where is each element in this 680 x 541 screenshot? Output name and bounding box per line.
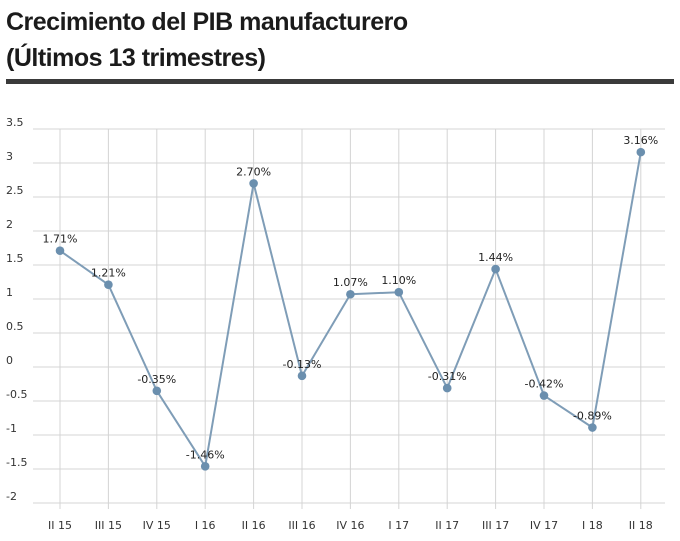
- y-tick-label: 3: [6, 150, 13, 163]
- x-tick-label: III 17: [482, 519, 509, 532]
- x-tick-label: II 15: [48, 519, 72, 532]
- data-point: [200, 461, 210, 471]
- data-point: [104, 280, 113, 290]
- data-label: 1.21%: [91, 267, 126, 280]
- y-tick-label: 1: [6, 286, 13, 299]
- data-label: -0.89%: [573, 410, 612, 423]
- chart-title-line-2: (Últimos 13 trimestres): [6, 44, 266, 72]
- x-tick-label: III 15: [95, 519, 122, 532]
- data-label: 1.07%: [333, 276, 368, 289]
- data-label: -1.46%: [186, 448, 225, 461]
- x-tick-label: I 18: [582, 519, 603, 532]
- x-axis: II 15 III 15 IV 15 I 16 II 16 III 16 IV 16 I 17…: [48, 519, 653, 532]
- data-point: [394, 287, 404, 297]
- y-tick-label: 2.5: [6, 184, 24, 197]
- y-tick-label: 0.5: [6, 320, 24, 333]
- data-point: [588, 423, 597, 432]
- x-tick-label: IV 15: [143, 519, 171, 532]
- x-tick-label: IV 16: [336, 519, 364, 532]
- x-tick-label: III 16: [288, 519, 315, 532]
- data-labels: 1.71% 1.21% -0.35% -1.46% 2.70% -0.13% 1.07% 1.…: [43, 134, 659, 461]
- data-label: -0.13%: [283, 358, 322, 371]
- data-label: 1.44%: [478, 251, 513, 264]
- chart-title-line-1: Crecimiento del PIB manufacturero: [6, 8, 408, 36]
- data-point: [539, 391, 549, 400]
- data-point: [442, 383, 452, 393]
- data-label: -0.42%: [525, 378, 564, 391]
- y-tick-label: 0: [6, 354, 13, 367]
- x-tick-label: II 16: [242, 519, 266, 532]
- y-tick-label: -0.5: [6, 388, 27, 401]
- y-tick-label: 1.5: [6, 252, 24, 265]
- data-point: [249, 179, 258, 188]
- data-point: [55, 246, 65, 256]
- chart-title: Crecimiento del PIB manufacturero (Últim…: [6, 4, 408, 76]
- data-point: [297, 371, 307, 381]
- x-tick-label: I 17: [388, 519, 409, 532]
- y-axis: 3.5 3 2.5 2 1.5 1 0.5 0 -0.5 -1 -1.5 -2: [6, 116, 27, 503]
- y-tick-label: -2: [6, 490, 17, 503]
- y-tick-label: 3.5: [6, 116, 24, 129]
- series-growth: [55, 147, 646, 471]
- data-point: [346, 289, 355, 299]
- data-label: 3.16%: [623, 134, 658, 147]
- x-tick-label: IV 17: [530, 519, 558, 532]
- x-tick-label: I 16: [195, 519, 216, 532]
- data-label: 1.71%: [43, 233, 78, 246]
- data-point: [636, 147, 646, 157]
- title-divider: [6, 79, 674, 84]
- data-point: [152, 386, 162, 396]
- y-tick-label: -1: [6, 422, 17, 435]
- data-point: [491, 264, 500, 274]
- y-tick-label: -1.5: [6, 456, 27, 469]
- x-tick-label: II 17: [435, 519, 459, 532]
- data-label: 1.10%: [381, 274, 416, 287]
- y-tick-label: 2: [6, 218, 13, 231]
- data-label: -0.35%: [137, 373, 176, 386]
- grid-lines: [33, 128, 665, 509]
- data-label: 2.70%: [236, 165, 271, 178]
- x-tick-label: II 18: [629, 519, 653, 532]
- data-label: -0.31%: [428, 370, 467, 383]
